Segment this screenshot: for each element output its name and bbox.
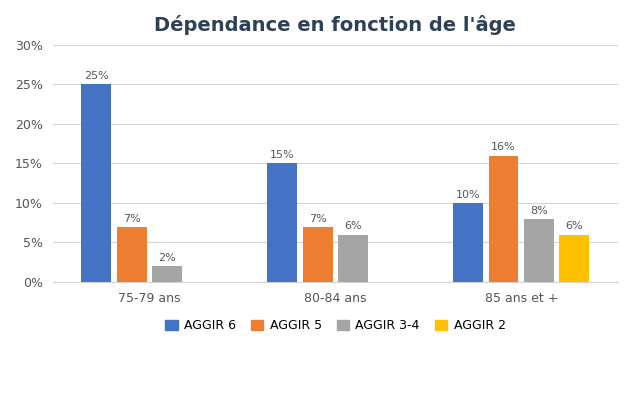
Bar: [116, 227, 146, 282]
Bar: [152, 266, 182, 282]
Legend: AGGIR 6, AGGIR 5, AGGIR 3-4, AGGIR 2: AGGIR 6, AGGIR 5, AGGIR 3-4, AGGIR 2: [160, 314, 511, 337]
Text: 7%: 7%: [309, 213, 327, 224]
Bar: [560, 235, 589, 282]
Text: 7%: 7%: [123, 213, 141, 224]
Title: Dépendance en fonction de l'âge: Dépendance en fonction de l'âge: [154, 15, 517, 35]
Bar: [524, 219, 554, 282]
Bar: [489, 156, 518, 282]
Bar: [82, 84, 111, 282]
Text: 8%: 8%: [530, 206, 548, 216]
Bar: [267, 163, 297, 282]
Text: 10%: 10%: [456, 190, 480, 200]
Text: 2%: 2%: [158, 253, 176, 263]
Text: 6%: 6%: [565, 221, 583, 231]
Bar: [338, 235, 368, 282]
Text: 25%: 25%: [84, 71, 109, 81]
Text: 15%: 15%: [270, 150, 294, 160]
Text: 6%: 6%: [344, 221, 362, 231]
Text: 16%: 16%: [491, 142, 516, 152]
Bar: [303, 227, 332, 282]
Bar: [453, 203, 483, 282]
